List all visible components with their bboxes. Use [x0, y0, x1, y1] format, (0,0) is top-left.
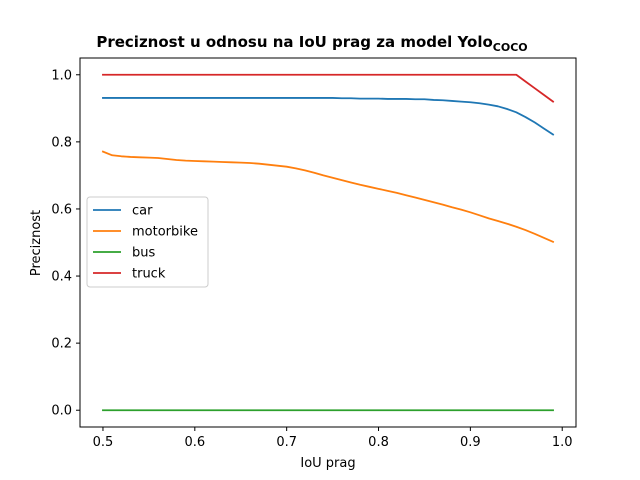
legend-label-bus: bus — [132, 246, 155, 261]
y-axis-label: Preciznost — [29, 210, 44, 276]
chart-title-main: Preciznost u odnosu na IoU prag za model… — [96, 33, 492, 51]
x-axis-label: IoU prag — [300, 456, 355, 471]
y-tick-label: 0.8 — [51, 135, 72, 150]
legend-label-truck: truck — [132, 267, 166, 282]
legend-label-car: car — [132, 204, 153, 219]
y-tick-label: 1.0 — [51, 68, 72, 83]
x-tick-label: 0.7 — [276, 435, 297, 450]
series-line-car — [102, 97, 555, 136]
legend-label-motorbike: motorbike — [132, 225, 198, 240]
x-tick-label: 1.0 — [552, 435, 573, 450]
plot-area: 0.5 0.6 0.7 0.8 0.9 1.0 0.0 0.2 0.4 0.6 0.8 1.0 — [51, 57, 577, 450]
x-tick-label: 0.6 — [184, 435, 205, 450]
y-tick-label: 0.4 — [51, 270, 72, 285]
series-line-motorbike — [101, 150, 555, 244]
series-line-truck — [102, 73, 555, 103]
y-tick-label: 0.2 — [51, 337, 72, 352]
axes-frame — [79, 57, 577, 428]
chart-title: Preciznost u odnosu na IoU prag za model… — [96, 33, 527, 54]
x-tick-label: 0.8 — [368, 435, 389, 450]
legend: car motorbike bus truck — [86, 196, 209, 288]
y-tick-label: 0.6 — [51, 202, 72, 217]
legend-box — [86, 196, 209, 288]
x-tick-label: 0.5 — [93, 435, 114, 450]
chart-title-subscript: COCO — [493, 41, 528, 54]
y-tick-label: 0.0 — [51, 404, 72, 419]
x-tick-label: 0.9 — [460, 435, 481, 450]
